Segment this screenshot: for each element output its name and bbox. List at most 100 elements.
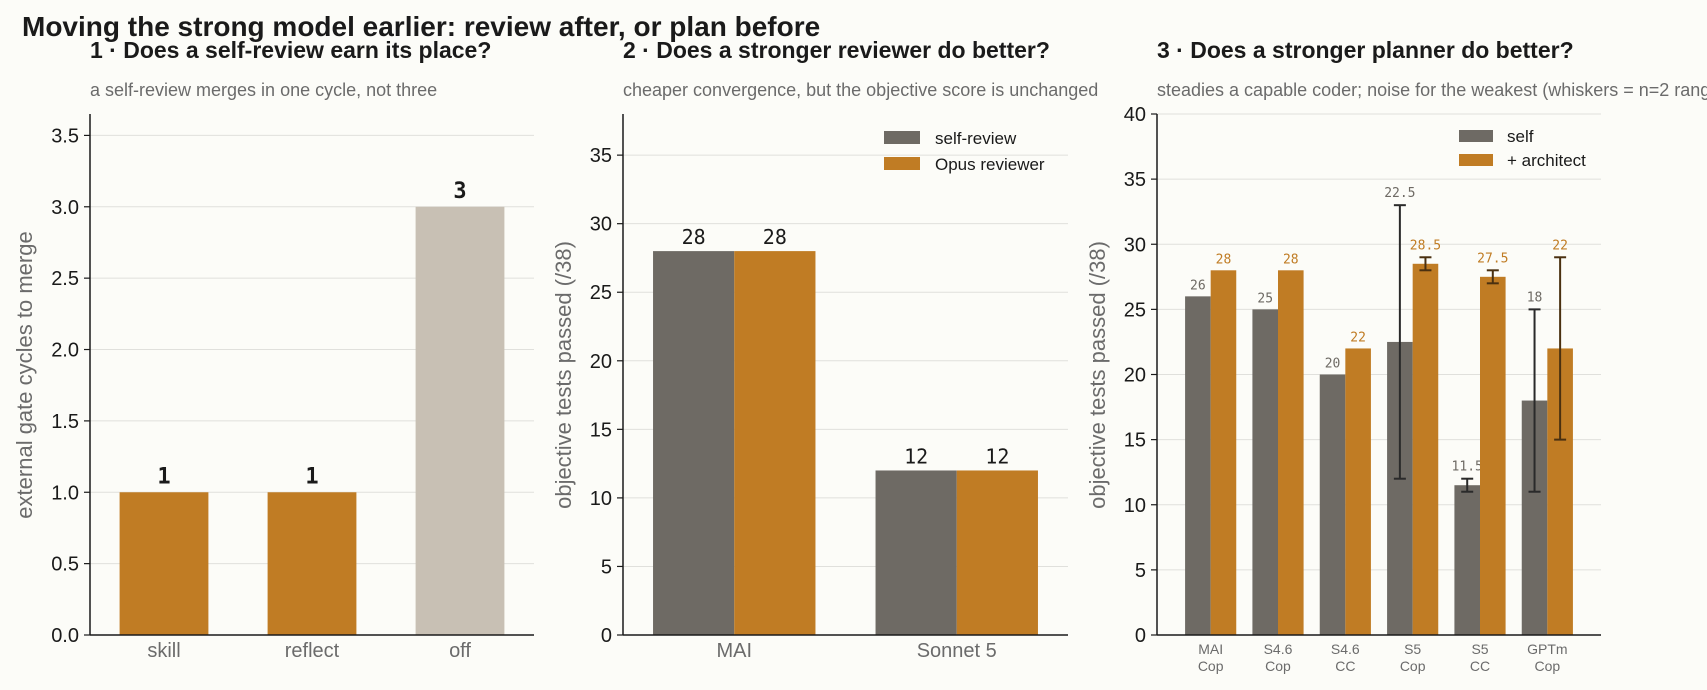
xtick-label-line2: Cop bbox=[1265, 658, 1291, 674]
bar-value-label: 28 bbox=[1283, 252, 1299, 267]
xtick-label-line2: Cop bbox=[1534, 658, 1560, 674]
ytick-label: 0.5 bbox=[51, 554, 79, 576]
panel-1-bars: 1 1 3 bbox=[119, 179, 505, 635]
panel-2-legend: self-review Opus reviewer bbox=[884, 129, 1045, 174]
ytick-label: 30 bbox=[1124, 234, 1146, 256]
ytick-label: 3.0 bbox=[51, 197, 79, 219]
panel-1-yticks: 0.0 0.5 1.0 1.5 2.0 2.5 3.0 3.5 bbox=[51, 125, 90, 647]
xtick-label: Sonnet 5 bbox=[917, 640, 997, 662]
xtick-label-line1: S4.6 bbox=[1264, 641, 1293, 657]
xtick-label-line1: S5 bbox=[1471, 641, 1488, 657]
ytick-label: 1.0 bbox=[51, 482, 79, 504]
xtick-label-line2: CC bbox=[1470, 658, 1490, 674]
bar-value-label: 28 bbox=[1216, 252, 1232, 267]
bar-value-label: 27.5 bbox=[1477, 251, 1508, 266]
xtick-label-line1: S5 bbox=[1404, 641, 1421, 657]
ytick-label: 0 bbox=[601, 625, 612, 647]
bar-value-label: 12 bbox=[985, 444, 1009, 468]
bar-self bbox=[1252, 309, 1278, 635]
xtick-label: reflect bbox=[285, 640, 340, 662]
legend-label: + architect bbox=[1507, 151, 1586, 170]
ytick-label: 30 bbox=[590, 214, 612, 236]
xtick-label-line1: MAI bbox=[1198, 641, 1223, 657]
legend-swatch bbox=[1459, 130, 1493, 142]
ytick-label: 10 bbox=[1124, 495, 1146, 517]
bar-self-review bbox=[653, 251, 735, 635]
ytick-label: 35 bbox=[1124, 169, 1146, 191]
ytick-label: 2.5 bbox=[51, 268, 79, 290]
bar-value-label: 11.5 bbox=[1452, 460, 1483, 475]
ytick-label: 0 bbox=[1135, 625, 1146, 647]
legend-label: self bbox=[1507, 127, 1534, 146]
panel-2-ylabel: objective tests passed (/38) bbox=[551, 241, 576, 509]
bar-value-label: 22.5 bbox=[1384, 186, 1415, 201]
legend-swatch bbox=[884, 157, 920, 170]
panel-1-title: 1 · Does a self-review earn its place? bbox=[90, 37, 491, 63]
panel-3-legend: self + architect bbox=[1459, 127, 1586, 170]
bar-value-label: 3 bbox=[453, 179, 466, 204]
legend-label: self-review bbox=[935, 129, 1017, 148]
bar-value-label: 26 bbox=[1190, 278, 1206, 293]
legend-swatch bbox=[1459, 154, 1493, 166]
ytick-label: 10 bbox=[590, 488, 612, 510]
bar-value-label: 22 bbox=[1552, 238, 1568, 253]
panel-2-bars: 28 28 12 12 bbox=[653, 225, 1038, 635]
bar-architect bbox=[1345, 348, 1371, 635]
bar-value-label: 25 bbox=[1257, 291, 1273, 306]
legend-label: Opus reviewer bbox=[935, 155, 1045, 174]
legend-swatch bbox=[884, 131, 920, 144]
bar-value-label: 1 bbox=[305, 464, 318, 489]
bar-value-label: 22 bbox=[1350, 330, 1366, 345]
panel-2-subtitle: cheaper convergence, but the objective s… bbox=[623, 80, 1098, 100]
figure-title: Moving the strong model earlier: review … bbox=[22, 11, 820, 42]
panel-3-yticks: 0 5 10 15 20 25 30 35 40 bbox=[1124, 104, 1157, 647]
bar-opus-reviewer bbox=[734, 251, 816, 635]
bar-architect bbox=[1480, 276, 1506, 635]
bar-self bbox=[1454, 485, 1480, 635]
panel-3-title: 3 · Does a stronger planner do better? bbox=[1157, 37, 1574, 63]
panel-2-xticks: MAI Sonnet 5 bbox=[716, 640, 996, 662]
panel-1-ylabel: external gate cycles to merge bbox=[12, 231, 37, 518]
bar-value-label: 1 bbox=[157, 464, 170, 489]
ytick-label: 25 bbox=[590, 282, 612, 304]
ytick-label: 40 bbox=[1124, 104, 1146, 126]
bar-value-label: 12 bbox=[904, 444, 928, 468]
bar-architect bbox=[1278, 270, 1304, 635]
bar bbox=[267, 492, 357, 635]
bar-self bbox=[1319, 374, 1346, 635]
bar-value-label: 28.5 bbox=[1410, 238, 1441, 253]
ytick-label: 25 bbox=[1124, 299, 1146, 321]
panel-3-bars: 26 28 25 28 20 22 22.5 28.5 11.5 27.5 18 22 bbox=[1185, 186, 1573, 635]
ytick-label: 5 bbox=[601, 556, 612, 578]
xtick-label-line2: Cop bbox=[1400, 658, 1426, 674]
xtick-label-line2: Cop bbox=[1198, 658, 1224, 674]
xtick-label: skill bbox=[147, 640, 180, 662]
ytick-label: 2.0 bbox=[51, 340, 79, 362]
ytick-label: 5 bbox=[1135, 560, 1146, 582]
panel-2: 2 · Does a stronger reviewer do better? … bbox=[551, 37, 1098, 662]
xtick-label-line2: CC bbox=[1335, 658, 1355, 674]
bar bbox=[415, 206, 505, 635]
bar-value-label: 18 bbox=[1527, 290, 1543, 305]
ytick-label: 20 bbox=[1124, 365, 1146, 387]
bar-value-label: 28 bbox=[763, 225, 787, 249]
ytick-label: 15 bbox=[1124, 430, 1146, 452]
panel-3-ylabel: objective tests passed (/38) bbox=[1085, 241, 1110, 509]
ytick-label: 35 bbox=[590, 145, 612, 167]
panel-1-subtitle: a self-review merges in one cycle, not t… bbox=[90, 80, 437, 100]
bar bbox=[119, 492, 209, 635]
bar-architect bbox=[1412, 263, 1439, 635]
xtick-label: off bbox=[449, 640, 471, 662]
bar-value-label: 20 bbox=[1325, 357, 1341, 372]
xtick-label: MAI bbox=[716, 640, 752, 662]
panel-1: 1 · Does a self-review earn its place? a… bbox=[12, 37, 534, 662]
ytick-label: 15 bbox=[590, 419, 612, 441]
xtick-label-line1: S4.6 bbox=[1331, 641, 1360, 657]
panel-3-subtitle: steadies a capable coder; noise for the … bbox=[1157, 80, 1707, 100]
panel-2-yticks: 0 5 10 15 20 25 30 35 bbox=[590, 145, 623, 647]
bar-self-review bbox=[875, 470, 957, 635]
panel-1-xticks: skill reflect off bbox=[147, 640, 471, 662]
ytick-label: 20 bbox=[590, 351, 612, 373]
